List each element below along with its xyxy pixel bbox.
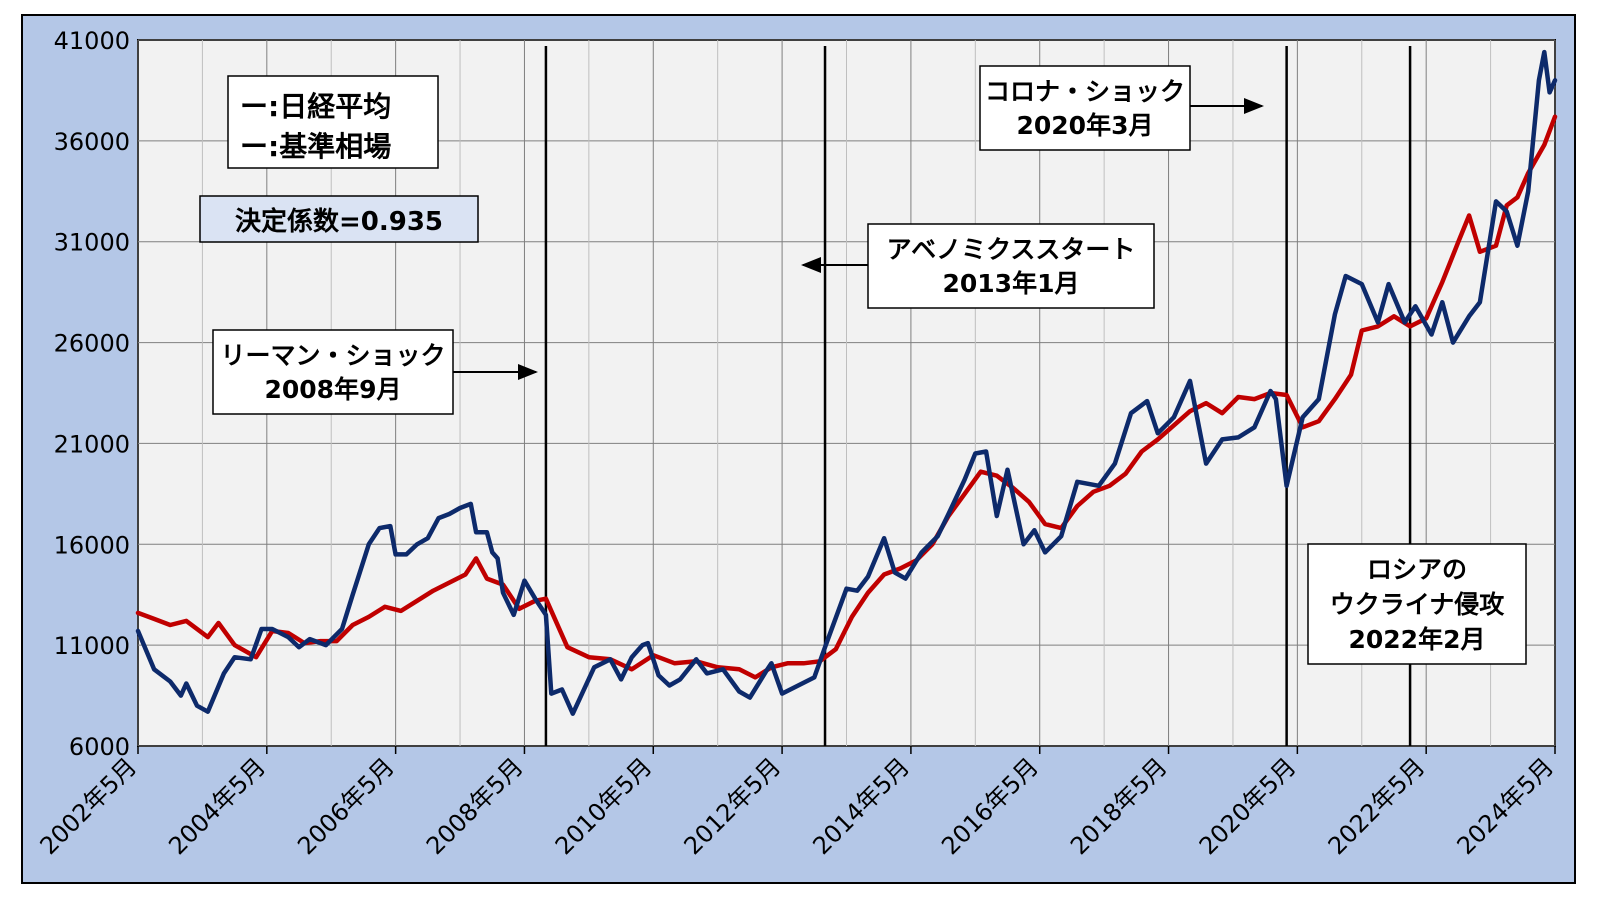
y-axis: 6000 11000 16000 21000 26000 31000 36000 41000: [54, 27, 130, 761]
annotation-corona: コロナ・ショック 2020年3月: [979, 65, 1191, 151]
annotation-corona-line1: コロナ・ショック: [985, 77, 1185, 106]
annotation-lehman: リーマン・ショック 2008年9月: [212, 329, 454, 415]
r2-box: 決定係数=0.935: [199, 195, 479, 243]
annotation-ukraine-line1: ロシアの: [1367, 555, 1467, 584]
annotation-ukraine: ロシアの ウクライナ侵攻 2022年2月: [1307, 543, 1527, 665]
annotation-ukraine-line3: 2022年2月: [1349, 625, 1486, 654]
legend-nikkei: ー:日経平均: [240, 90, 391, 123]
y-tick-label: 36000: [54, 128, 130, 156]
y-tick-label: 6000: [69, 733, 130, 761]
y-tick-label: 16000: [54, 531, 130, 559]
y-tick-label: 41000: [54, 27, 130, 55]
series-benchmark-line: [135, 114, 1558, 680]
annotation-arrows: [453, 98, 1264, 380]
series-nikkei-line: [135, 49, 1558, 716]
annotation-abenomics: アベノミクススタート 2013年1月: [867, 223, 1155, 309]
y-tick-label: 11000: [54, 632, 130, 660]
legend-benchmark: ー:基準相場: [240, 130, 391, 163]
annotation-ukraine-line2: ウクライナ侵攻: [1330, 590, 1506, 619]
annotation-abenomics-line1: アベノミクススタート: [887, 235, 1136, 264]
series-lines: [135, 49, 1558, 716]
annotation-corona-line2: 2020年3月: [1017, 111, 1154, 140]
y-tick-label: 21000: [54, 430, 130, 458]
y-tick-label: 31000: [54, 229, 130, 257]
r2-label: 決定係数=0.935: [235, 206, 443, 237]
y-tick-label: 26000: [54, 330, 130, 358]
legend: ー:日経平均 ー:基準相場: [227, 75, 439, 169]
annotation-abenomics-line2: 2013年1月: [943, 269, 1080, 298]
annotation-lehman-line1: リーマン・ショック: [220, 341, 445, 370]
annotation-lehman-line2: 2008年9月: [265, 375, 402, 404]
